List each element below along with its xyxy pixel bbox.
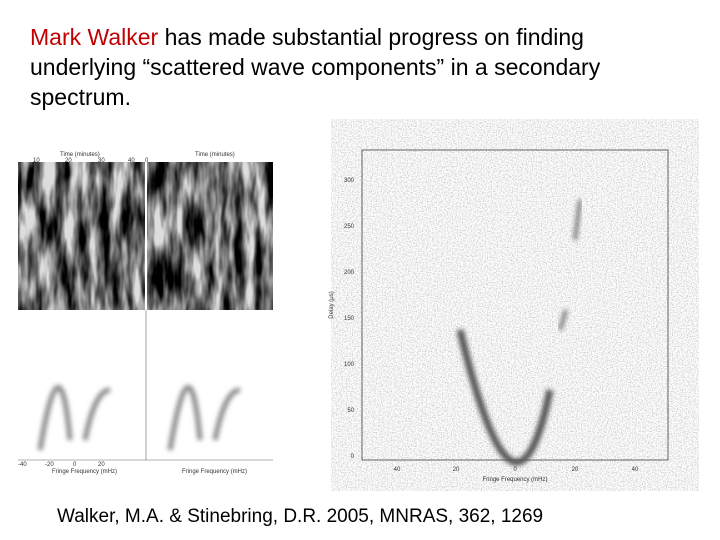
tick-label: 20 <box>572 467 579 473</box>
tick-label: 40 <box>632 467 639 473</box>
tick-label: 250 <box>344 224 355 230</box>
tick-label: 20 <box>65 158 72 164</box>
tick-label: 10 <box>33 158 40 164</box>
title-text: has made substantial progress on finding… <box>30 24 601 110</box>
dynamic-spectrum-texture <box>18 162 145 310</box>
tick-label: 300 <box>344 178 355 184</box>
tick-label: 0 <box>145 158 149 164</box>
tick-label: 30 <box>98 158 105 164</box>
axis-label: Fringe Frequency (mHz) <box>52 469 117 475</box>
arclet <box>558 199 582 331</box>
tick-label: 40 <box>128 158 135 164</box>
tick-label: 40 <box>394 467 401 473</box>
tick-label: 0 <box>73 462 77 468</box>
scintillation-arc <box>456 329 554 466</box>
tick-label: 150 <box>344 316 355 322</box>
secondary-spectrum-arc <box>37 384 111 451</box>
slide-title: Mark Walker has made substantial progres… <box>30 22 690 112</box>
tick-label: 20 <box>98 462 105 468</box>
tick-label: 0 <box>351 454 355 460</box>
axis-label: Fringe Frequency (mHz) <box>182 469 247 475</box>
axis-label: Time (minutes) <box>195 152 235 158</box>
tick-label: 200 <box>344 270 355 276</box>
tick-label: 0 <box>513 467 517 473</box>
axis-label: Fringe Frequency (mHz) <box>482 477 547 483</box>
tick-label: -40 <box>18 462 27 468</box>
highlight-name: Mark Walker <box>30 24 159 50</box>
tick-label: 50 <box>347 408 354 414</box>
dynamic-spectrum-texture <box>147 162 273 310</box>
tick-label: 100 <box>344 362 355 368</box>
right-figure: 300 250 200 150 100 50 0 Delay (μs) 40 2… <box>329 149 669 483</box>
citation: Walker, M.A. & Stinebring, D.R. 2005, MN… <box>57 506 544 527</box>
noise-texture <box>362 150 668 460</box>
tick-label: 20 <box>453 467 460 473</box>
tick-label: -20 <box>45 462 54 468</box>
secondary-spectrum-arc <box>167 384 241 451</box>
axis-label: Delay (μs) <box>329 291 335 318</box>
left-figure: Time (minutes) Time (minutes) 10 20 30 4… <box>18 152 273 475</box>
axis-label: Time (minutes) <box>60 152 100 158</box>
